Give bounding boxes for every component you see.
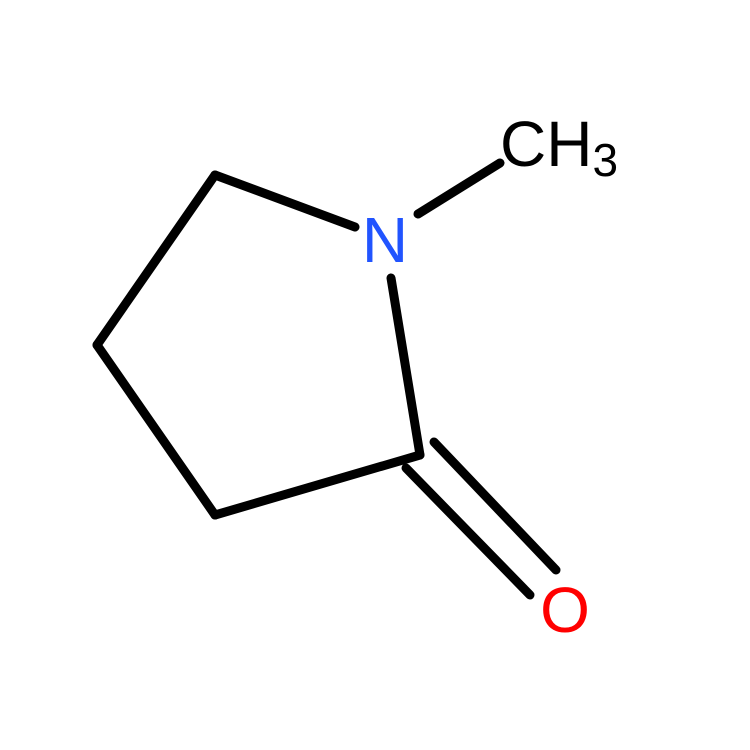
bond-line [97,345,215,515]
atom-label-N: N [362,204,408,276]
bond-line [418,163,500,214]
bond-line [215,455,420,515]
atom-label-O: O [540,574,590,646]
bond-line [434,442,556,570]
bond-line [391,278,420,455]
bond-line [97,175,215,345]
bond-line [215,175,355,227]
molecule-diagram: N CH3 O [0,0,750,750]
atom-label-CH3: CH3 [500,108,618,186]
bond-line [406,468,530,595]
